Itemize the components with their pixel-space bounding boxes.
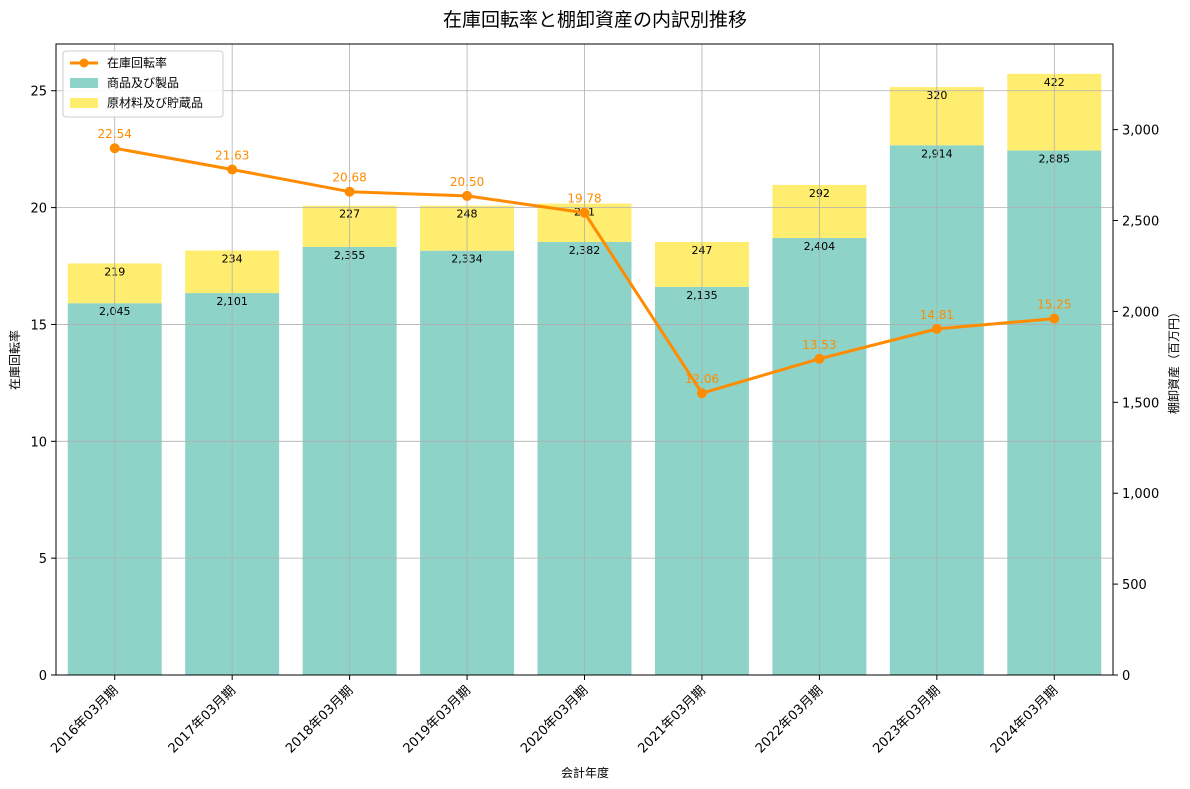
y-axis-label: 在庫回転率: [7, 330, 22, 390]
y-tick-label: 20: [30, 202, 47, 217]
x-tick-label: 2024年03月期: [988, 683, 1061, 756]
legend-swatch-bar: [70, 78, 98, 88]
x-tick-label: 2018年03月期: [283, 683, 356, 756]
y2-tick-label: 500: [1122, 578, 1147, 593]
line-point: [1049, 313, 1060, 324]
y2-axis-label: 棚卸資産（百万円）: [1166, 306, 1181, 414]
legend-swatch-marker: [79, 58, 89, 68]
line-point: [227, 164, 238, 175]
line-value-label: 20.50: [450, 175, 484, 189]
legend-label: 原材料及び貯蔵品: [107, 96, 203, 110]
y-tick-label: 0: [39, 669, 47, 684]
y-tick-label: 5: [39, 552, 47, 567]
line-value-label: 13.53: [802, 338, 836, 352]
line-layer: 22.54 21.63 20.68 20.50 19.78 12.06 13.53 14.81…: [98, 127, 1071, 399]
line-point: [462, 190, 473, 201]
legend-swatch-bar: [70, 98, 98, 108]
line-value-label: 15.25: [1037, 298, 1071, 312]
line-value-label: 19.78: [567, 192, 601, 206]
line-point: [814, 353, 825, 364]
line-value-label: 20.68: [332, 171, 366, 185]
y-tick-label: 15: [30, 318, 47, 333]
line-point: [109, 143, 120, 154]
line-point: [344, 186, 355, 197]
x-tick-label: 2023年03月期: [870, 683, 943, 756]
y-tick-label: 10: [30, 435, 47, 450]
x-tick-label: 2017年03月期: [166, 683, 239, 756]
y2-tick-label: 1,000: [1122, 487, 1159, 502]
y2-tick-label: 2,500: [1122, 215, 1159, 230]
legend-box: [62, 50, 224, 118]
line-value-label: 14.81: [920, 308, 954, 322]
line-value-label: 12.06: [685, 372, 719, 386]
line-value-label: 22.54: [98, 127, 132, 141]
x-axis-label: 会計年度: [561, 765, 609, 780]
chart-title: 在庫回転率と棚卸資産の内訳別推移: [443, 9, 747, 31]
x-tick-label: 2016年03月期: [48, 683, 121, 756]
legend-label: 在庫回転率: [107, 55, 167, 70]
x-tick-label: 2022年03月期: [753, 683, 826, 756]
line-point: [579, 207, 590, 218]
x-tick-label: 2021年03月期: [635, 683, 708, 756]
x-tick-label: 2019年03月期: [401, 683, 474, 756]
y-tick-label: 25: [30, 85, 47, 100]
y2-tick-label: 2,000: [1122, 305, 1159, 320]
y2-tick-label: 1,500: [1122, 396, 1159, 411]
line-point: [696, 388, 707, 399]
x-tick-label: 2020年03月期: [518, 683, 591, 756]
legend-label: 商品及び製品: [107, 75, 179, 90]
line-value-label: 21.63: [215, 148, 249, 162]
line-point: [931, 323, 942, 334]
y2-tick-label: 3,000: [1122, 124, 1159, 139]
y2-tick-label: 0: [1122, 669, 1130, 684]
